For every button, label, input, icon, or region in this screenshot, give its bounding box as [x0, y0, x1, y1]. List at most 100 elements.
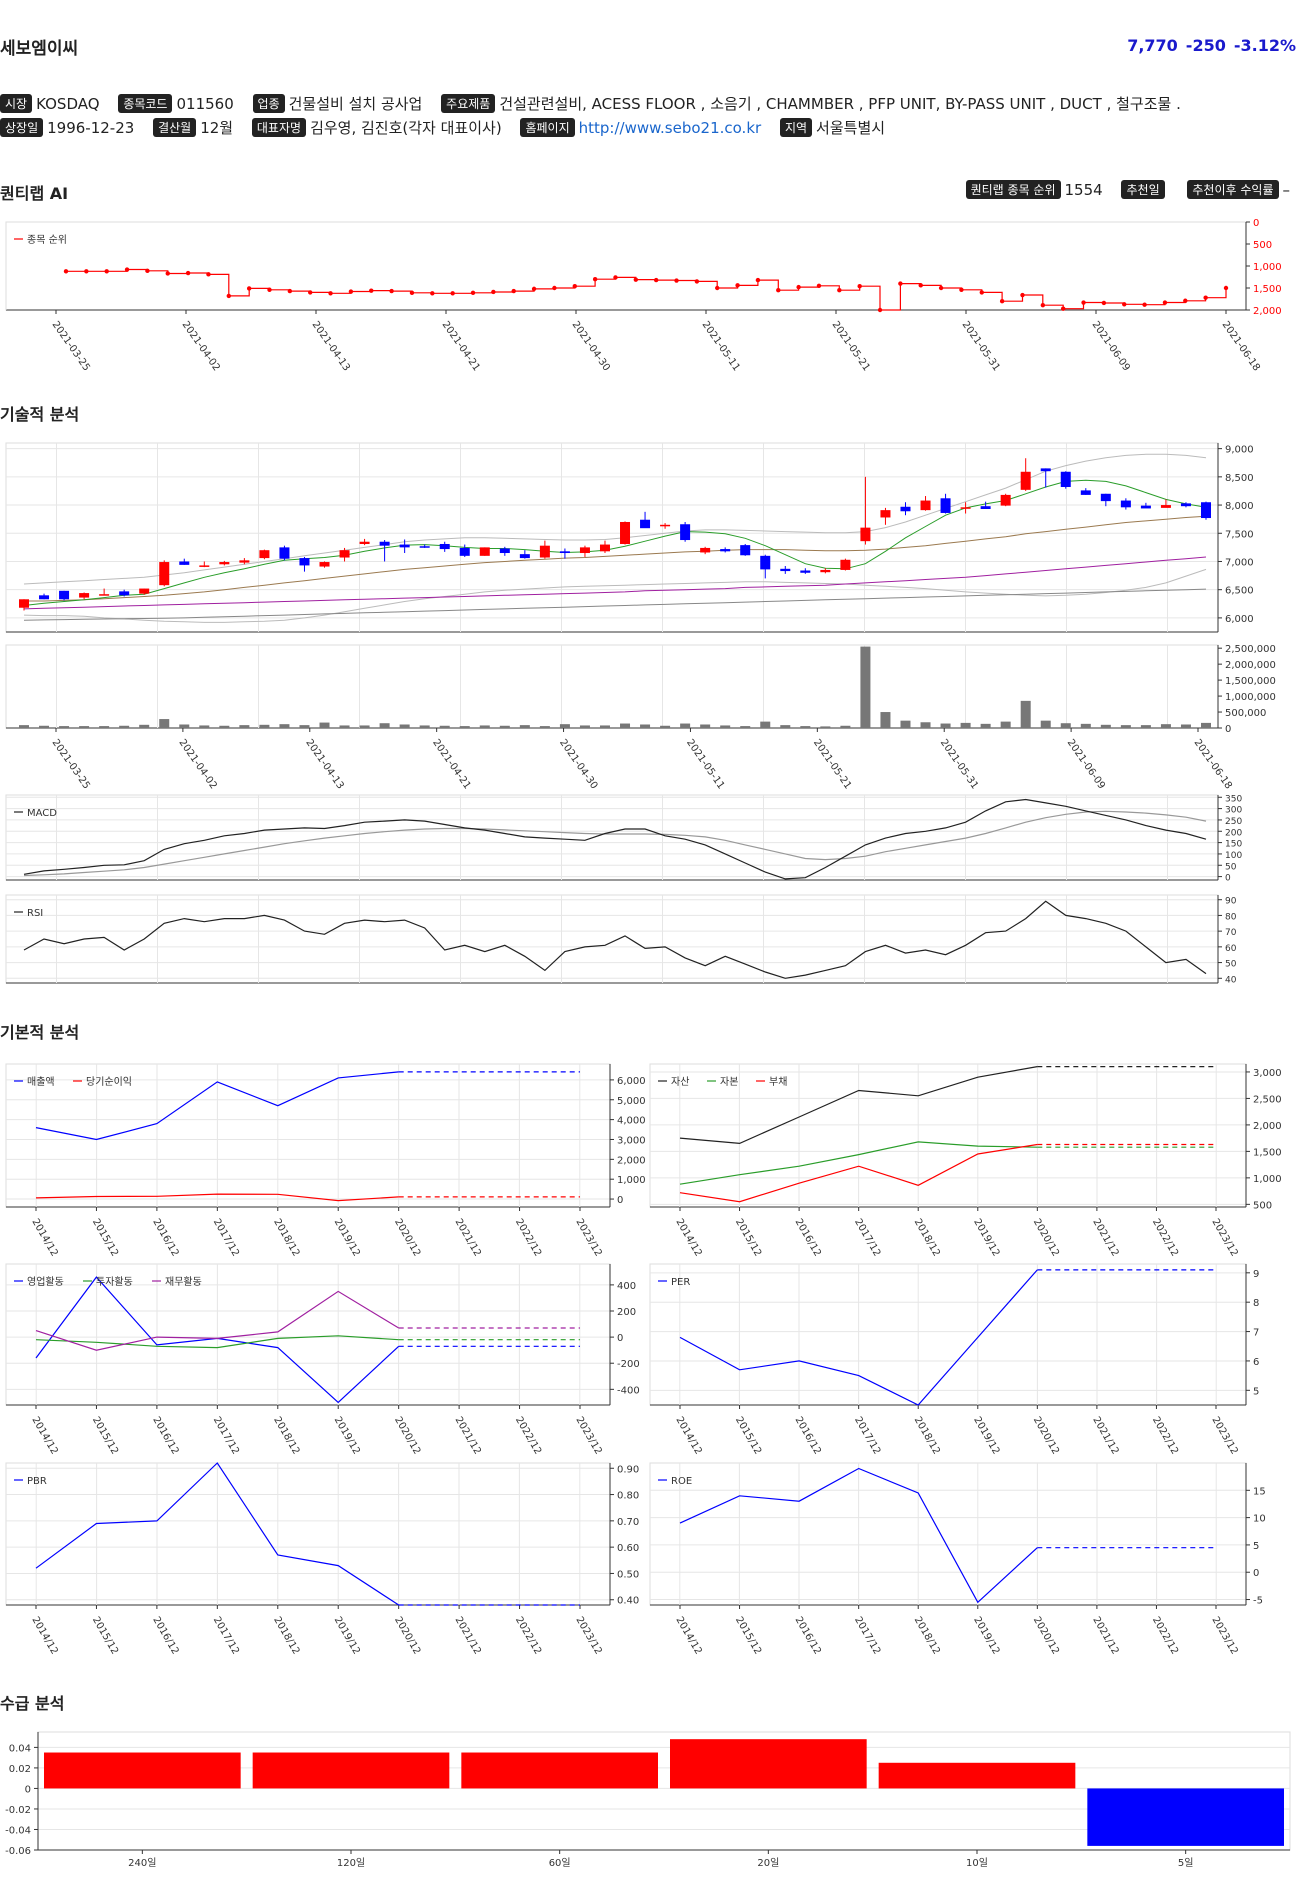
- candle-body: [1040, 468, 1051, 472]
- candle-body: [740, 545, 751, 556]
- homepage-label: 홈페이지: [520, 118, 575, 137]
- pbr-y-tick-label: 0.60: [617, 1543, 639, 1554]
- rank-x-tick-label: 2021-05-21: [830, 319, 872, 373]
- volume-x-tick-label: 2021-04-30: [557, 737, 599, 791]
- volume-bar: [620, 723, 631, 728]
- candle-body: [119, 591, 130, 596]
- roe-x-tick-label: 2021/12: [1090, 1615, 1120, 1656]
- candle-body: [479, 547, 490, 556]
- candle-body: [980, 506, 991, 510]
- volume-bar: [199, 725, 210, 728]
- supply-y-tick-label: -0.02: [5, 1805, 31, 1816]
- candle-body: [960, 507, 971, 509]
- volume-bar: [279, 724, 290, 728]
- volume-bar: [319, 722, 330, 728]
- volume-bar: [880, 712, 891, 728]
- rank-point: [84, 269, 89, 274]
- volume-bar: [860, 646, 871, 728]
- sales-y-tick-label: 6,000: [617, 1076, 646, 1087]
- sales-series-line: [35, 1071, 399, 1141]
- candle-body: [1180, 503, 1191, 507]
- balance-y-tick-label: 2,000: [1253, 1121, 1282, 1132]
- macd-y-tick-label: 200: [1225, 828, 1242, 838]
- rank-point: [552, 285, 557, 291]
- homepage-link[interactable]: http://www.sebo21.co.kr: [578, 119, 762, 137]
- rank-point: [857, 284, 862, 289]
- cashflow-x-tick-label: 2023/12: [573, 1415, 603, 1456]
- volume-bar: [559, 724, 570, 728]
- rank-point: [165, 271, 170, 276]
- sales-x-tick-label: 2021/12: [453, 1217, 483, 1258]
- rank-point: [1040, 302, 1046, 308]
- cashflow-y-tick-label: -400: [617, 1385, 640, 1396]
- supply-bar: [1087, 1788, 1284, 1846]
- balance-series-line: [679, 1066, 1038, 1145]
- rank-point: [369, 288, 374, 293]
- price-y-tick-label: 6,500: [1225, 586, 1254, 597]
- per-y-tick-label: 7: [1253, 1328, 1259, 1339]
- volume-bar: [760, 721, 771, 728]
- rank-legend-label: 종목 순위: [27, 233, 67, 246]
- balance-y-tick-label: 1,000: [1253, 1174, 1282, 1185]
- volume-bar: [1201, 722, 1211, 728]
- rank-point: [918, 283, 923, 288]
- per-x-tick-label: 2017/12: [852, 1415, 882, 1456]
- candle-body: [399, 544, 410, 548]
- candle-body: [559, 551, 570, 554]
- pbr-x-tick-label: 2019/12: [332, 1615, 362, 1656]
- pbr-series-line: [35, 1462, 400, 1606]
- price-y-tick-label: 8,000: [1225, 501, 1254, 512]
- rank-point: [796, 284, 801, 290]
- pbr-x-tick-label: 2020/12: [392, 1615, 422, 1656]
- roe-x-tick-label: 2017/12: [852, 1615, 882, 1656]
- volume-bar: [79, 726, 90, 728]
- cashflow-series-line: [35, 1335, 399, 1349]
- price-band-upper: [23, 453, 1207, 585]
- volume-bar: [980, 723, 991, 728]
- volume-bar: [680, 723, 691, 728]
- listed-label: 상장일: [0, 118, 44, 137]
- candle-body: [299, 558, 310, 566]
- supply-bar: [878, 1762, 1076, 1789]
- per-x-tick-label: 2016/12: [793, 1415, 823, 1456]
- rank-point: [1020, 292, 1025, 298]
- volume-bar: [1080, 723, 1091, 728]
- rank-point: [124, 267, 130, 272]
- rank-y-tick-label: 0: [1253, 218, 1259, 229]
- cashflow-series-line: [35, 1290, 400, 1351]
- candle-body: [459, 547, 470, 556]
- roe-x-tick-label: 2019/12: [971, 1615, 1001, 1656]
- candle-body: [239, 560, 250, 563]
- volume-x-tick-label: 2021-05-31: [938, 737, 980, 791]
- volume-x-tick-label: 2021-05-11: [684, 737, 726, 791]
- per-legend-label: PER: [671, 1277, 690, 1288]
- cashflow-legend-label: 영업활동: [27, 1275, 64, 1288]
- balance-legend-label: 자본: [720, 1076, 738, 1088]
- volume-bar: [379, 723, 390, 728]
- rank-point: [938, 285, 944, 291]
- roe-y-tick-label: 0: [1253, 1568, 1259, 1579]
- rank-point: [592, 277, 598, 282]
- rank-point: [1162, 300, 1168, 305]
- candle-body: [439, 543, 450, 550]
- pbr-y-tick-label: 0.40: [617, 1596, 639, 1607]
- candle-body: [1120, 500, 1131, 508]
- rank-point: [206, 272, 211, 277]
- candle-body: [99, 594, 110, 596]
- volume-bar: [660, 725, 671, 728]
- balance-y-tick-label: 2,500: [1253, 1094, 1282, 1105]
- roe-x-tick-label: 2014/12: [673, 1615, 703, 1656]
- rank-point: [837, 288, 842, 293]
- candle-body: [620, 521, 631, 544]
- macd-line: [23, 798, 1207, 880]
- rank-value: 1554: [1064, 181, 1103, 199]
- volume-x-tick-label: 2021-06-09: [1065, 737, 1107, 791]
- candle-body: [279, 547, 290, 559]
- volume-bar: [1020, 700, 1031, 728]
- rank-point: [450, 291, 455, 296]
- cashflow-y-tick-label: 400: [617, 1281, 636, 1292]
- supply-y-tick-label: -0.06: [5, 1846, 31, 1857]
- volume-bar: [119, 725, 130, 728]
- per-y-tick-label: 6: [1253, 1357, 1259, 1368]
